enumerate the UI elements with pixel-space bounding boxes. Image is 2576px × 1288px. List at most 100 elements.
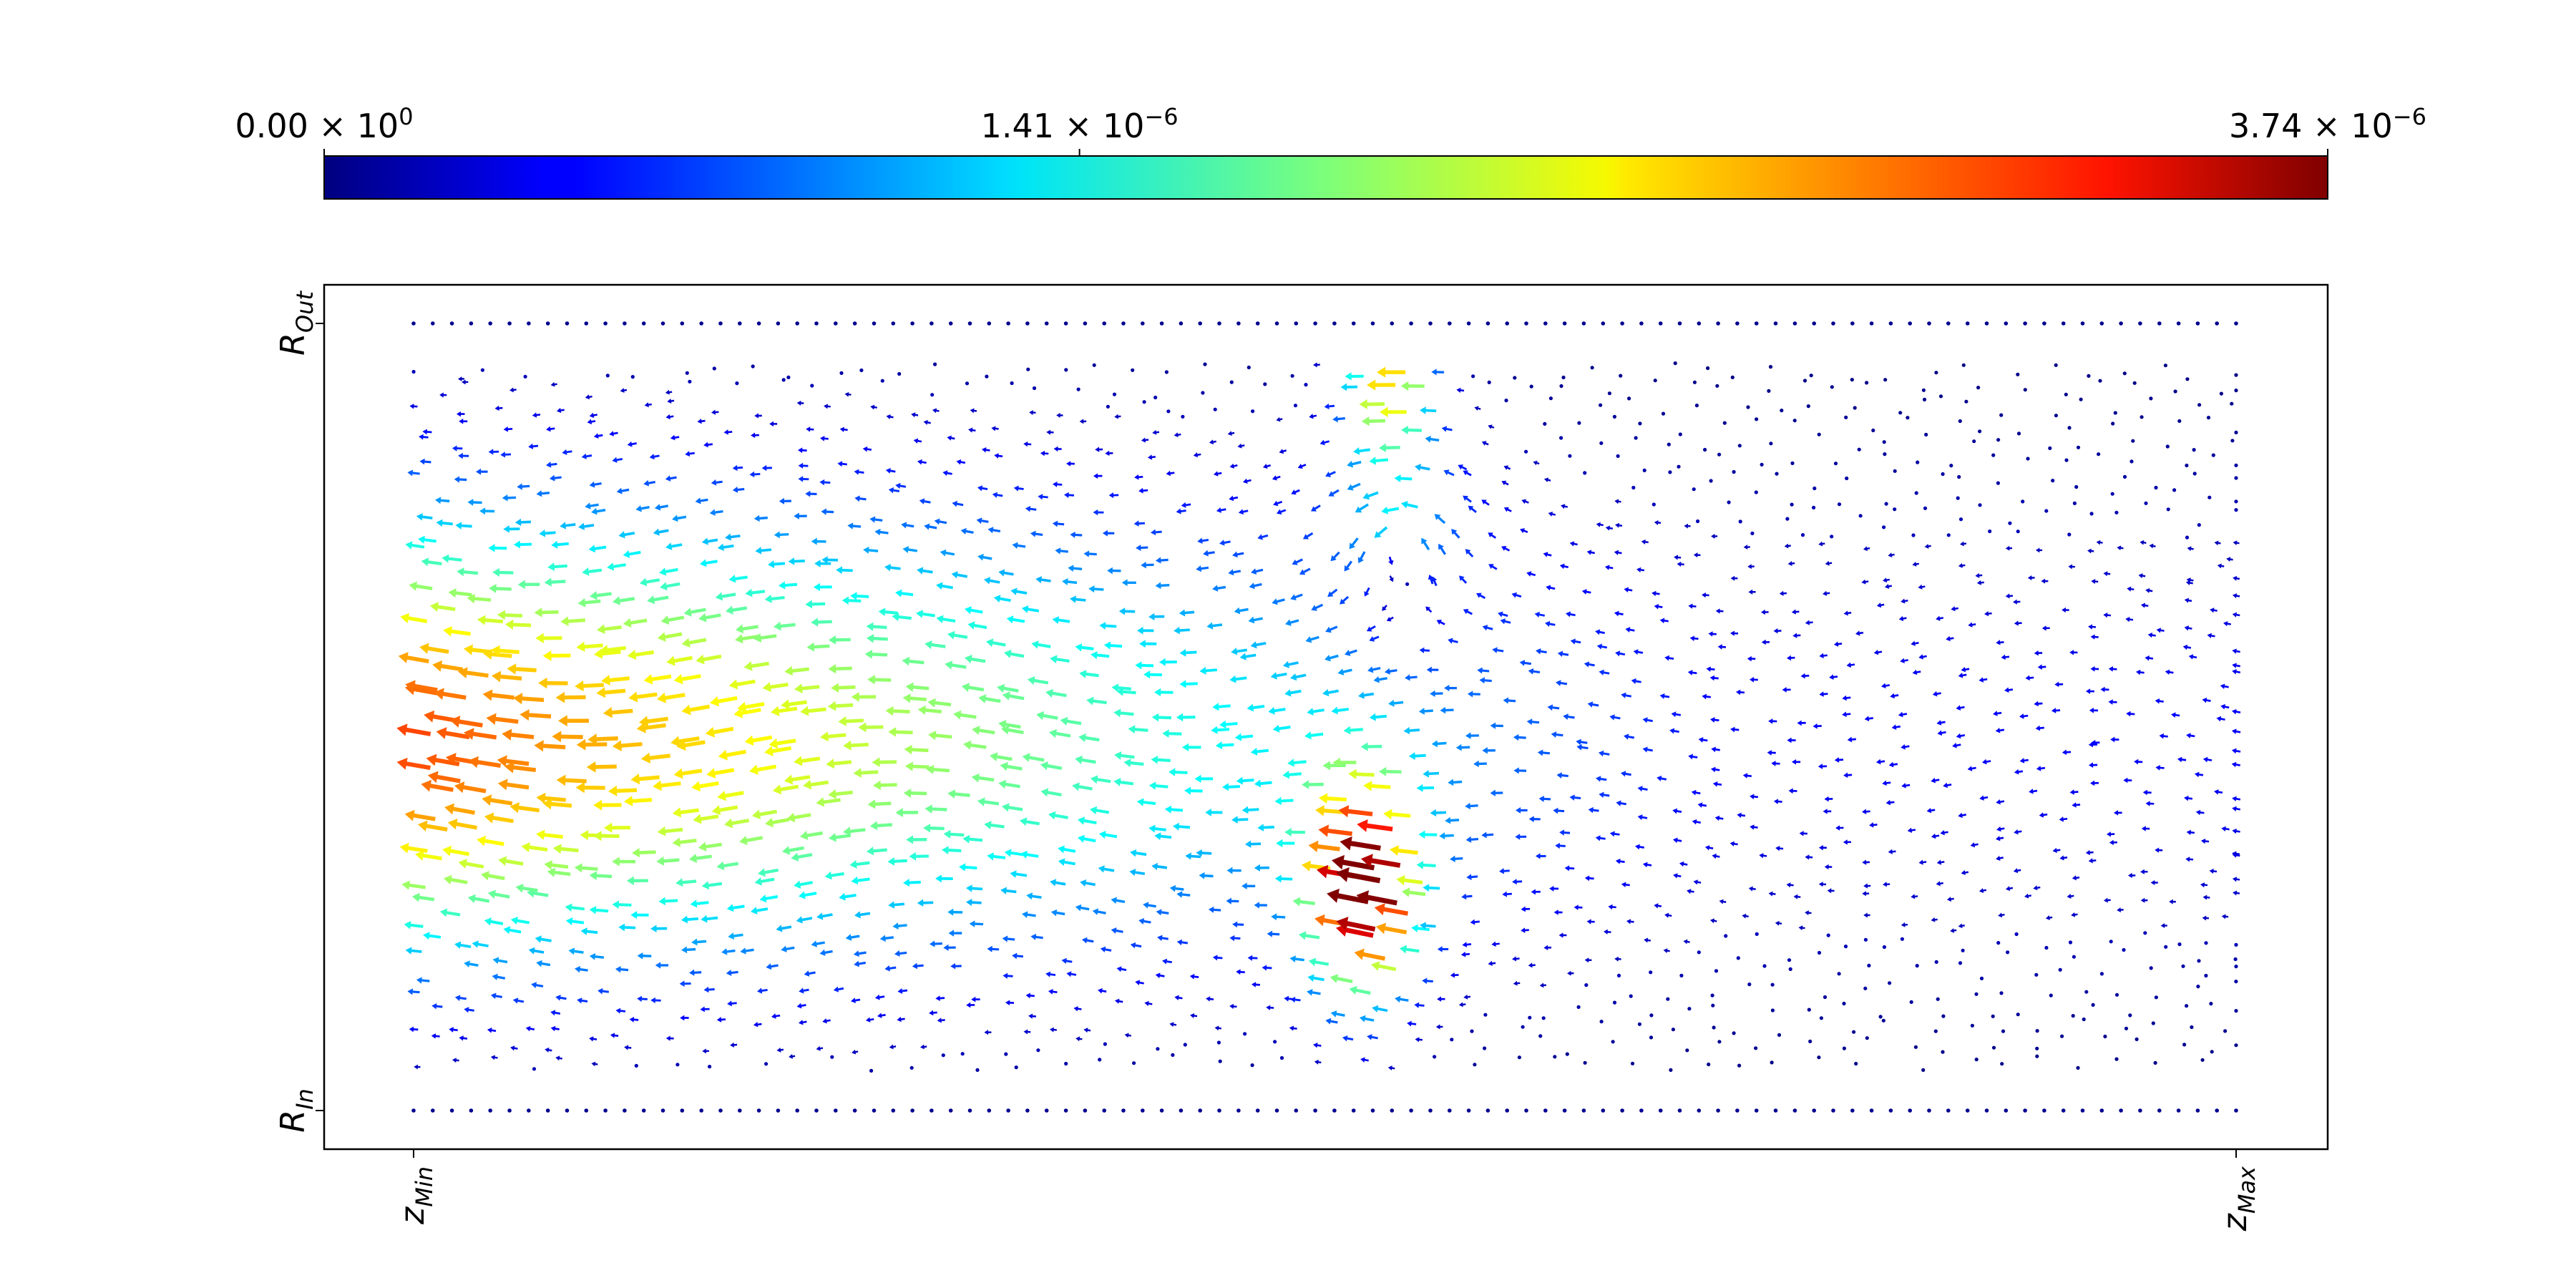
quiver-arrow — [1750, 677, 1758, 683]
quiver-arrow — [869, 516, 883, 523]
quiver-arrow — [418, 535, 436, 544]
quiver-arrow — [1922, 397, 1927, 402]
quiver-arrow — [998, 779, 1020, 789]
quiver-arrow — [1885, 799, 1895, 806]
quiver-arrow — [2060, 1034, 2064, 1038]
quiver-arrow — [1790, 461, 1795, 466]
wall-point — [1927, 321, 1931, 326]
quiver-arrow — [1282, 660, 1299, 668]
quiver-arrow — [1020, 850, 1039, 859]
quiver-arrow — [1229, 495, 1239, 502]
quiver-arrow — [874, 994, 885, 1000]
quiver-arrow — [1842, 1046, 1846, 1050]
wall-point — [1524, 321, 1528, 326]
quiver-arrow — [2185, 580, 2193, 585]
quiver-arrow — [1349, 537, 1359, 550]
quiver-arrow — [1835, 825, 1844, 831]
quiver-arrow — [2184, 597, 2192, 603]
quiver-arrow — [643, 674, 672, 685]
quiver-arrow — [1642, 468, 1646, 473]
quiver-arrow — [1064, 368, 1068, 372]
quiver-arrow — [2177, 942, 2182, 947]
quiver-arrow — [1099, 622, 1117, 630]
quiver-arrow — [1173, 822, 1191, 831]
quiver-arrow — [1369, 713, 1387, 721]
quiver-arrow — [1116, 687, 1136, 696]
quiver-arrow — [2141, 826, 2150, 831]
quiver-arrow — [2234, 430, 2238, 435]
quiver-arrow — [971, 773, 995, 783]
quiver-arrow — [711, 479, 723, 486]
wall-point — [2119, 321, 2123, 326]
quiver-arrow — [535, 633, 562, 644]
quiver-arrow — [1448, 779, 1463, 786]
quiver-arrow — [623, 618, 648, 628]
quiver-arrow — [1488, 960, 1496, 967]
quiver-arrow — [1450, 972, 1459, 978]
quiver-arrow — [838, 716, 864, 726]
quiver-arrow — [2108, 699, 2117, 705]
quiver-arrow — [1073, 1006, 1082, 1012]
quiver-arrow — [1358, 691, 1375, 699]
quiver-arrow — [1717, 452, 1722, 457]
quiver-arrow — [1697, 950, 1701, 955]
quiver-arrow — [1153, 395, 1158, 400]
quiver-arrow — [657, 632, 683, 642]
quiver-arrow — [1222, 783, 1240, 791]
quiver-arrow — [665, 1035, 674, 1041]
quiver-arrow — [1599, 441, 1604, 445]
quiver-arrow — [717, 543, 734, 552]
quiver-arrow — [698, 841, 723, 852]
quiver-arrow — [1837, 972, 1841, 976]
wall-point — [1236, 321, 1241, 326]
quiver-arrow — [764, 1062, 769, 1066]
quiver-arrow — [1476, 592, 1486, 600]
quiver-arrow — [2234, 499, 2238, 504]
quiver-arrow — [2155, 847, 2163, 853]
wall-point — [1179, 1108, 1184, 1113]
quiver-arrow — [2085, 849, 2094, 856]
quiver-arrow — [1463, 495, 1472, 503]
quiver-arrow — [1029, 410, 1036, 415]
quiver-arrow — [407, 988, 420, 995]
quiver-arrow — [1616, 973, 1621, 977]
quiver-arrow — [1654, 519, 1662, 525]
quiver-arrow — [1711, 746, 1720, 753]
quiver-arrow — [1012, 542, 1026, 549]
quiver-arrow — [2049, 993, 2053, 997]
quiver-arrow — [1709, 918, 1717, 924]
quiver-arrow — [2090, 780, 2099, 786]
quiver-arrow — [965, 381, 970, 386]
quiver-arrow — [1048, 989, 1058, 995]
quiver-arrow — [1625, 627, 1635, 633]
quiver-arrow — [924, 523, 937, 530]
quiver-arrow — [751, 907, 769, 915]
quiver-arrow — [1206, 996, 1214, 1002]
quiver-arrow — [1483, 1013, 1488, 1017]
quiver-arrow — [1289, 1025, 1297, 1031]
quiver-arrow — [670, 434, 680, 441]
quiver-arrow — [1000, 761, 1023, 771]
quiver-arrow — [2091, 579, 2099, 585]
quiver-arrow — [405, 541, 425, 550]
quiver-arrow — [1328, 489, 1340, 497]
quiver-arrow — [1481, 499, 1490, 506]
wall-point — [1102, 1108, 1106, 1113]
quiver-arrow — [439, 392, 447, 398]
quiver-arrow — [467, 499, 482, 506]
quiver-arrow — [897, 371, 902, 376]
quiver-arrow — [1408, 752, 1426, 760]
quiver-arrow — [593, 433, 603, 439]
quiver-arrow — [1918, 654, 1927, 660]
quiver-arrow — [2071, 1014, 2075, 1018]
quiver-arrow — [1284, 827, 1305, 837]
quiver-arrow — [1607, 391, 1611, 396]
quiver-arrow — [1193, 452, 1201, 458]
quiver-arrow — [1060, 716, 1082, 726]
quiver-arrow — [1614, 499, 1621, 504]
quiver-arrow — [1470, 919, 1480, 925]
quiver-arrow — [1367, 1034, 1378, 1040]
quiver-arrow — [1347, 482, 1361, 491]
wall-point — [872, 1108, 877, 1113]
quiver-arrow — [1730, 375, 1735, 380]
